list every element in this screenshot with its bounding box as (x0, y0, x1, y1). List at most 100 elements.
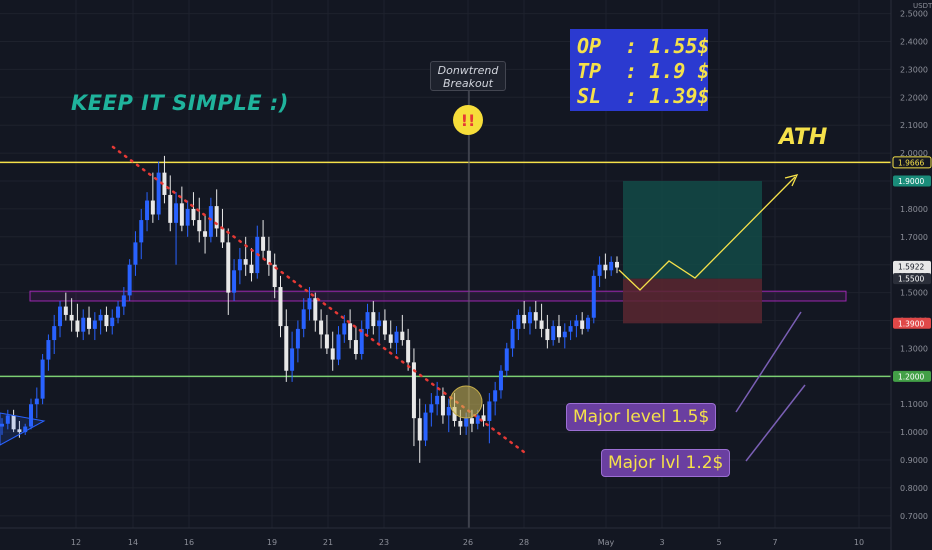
y-tick-label: 1.8000 (900, 205, 928, 214)
keep-it-simple-text: KEEP IT SIMPLE :) (71, 91, 289, 115)
breakout-line1: Donwtrend (437, 64, 499, 77)
candle-body (116, 306, 121, 318)
candle-body (75, 320, 80, 332)
candle-body (179, 203, 184, 226)
y-tick-label: 2.0000 (900, 149, 928, 158)
major-level-1-5-label: Major level 1.5$ (566, 403, 717, 431)
signal-icon (453, 105, 483, 135)
y-tick-label: 1.7000 (900, 233, 928, 242)
x-tick-label: 19 (267, 538, 277, 547)
candle-body (40, 359, 45, 399)
y-tick-label: 2.4000 (900, 37, 928, 46)
price-tag-text: 1.2000 (898, 372, 924, 381)
candle-body (493, 390, 498, 402)
candle-body (423, 412, 428, 441)
candle-body (52, 326, 57, 341)
candle-body (29, 404, 34, 427)
candle-body (81, 317, 86, 332)
candle-body (394, 331, 399, 343)
candle-body (522, 314, 527, 324)
ath-label: ATH (779, 125, 828, 150)
candle-body (168, 194, 173, 223)
candle-body (58, 306, 63, 327)
y-tick-label: 1.5000 (900, 289, 928, 298)
candle-body (533, 312, 538, 321)
price-tag (893, 273, 931, 285)
candle-body (261, 236, 266, 251)
candle-body (162, 172, 167, 195)
candle-body (150, 200, 155, 215)
candle-body (498, 370, 503, 391)
major-level-1-2-label: Major lvl 1.2$ (601, 449, 731, 477)
candle-body (527, 312, 532, 324)
y-tick-label: 2.3000 (900, 65, 928, 74)
candle-body (377, 320, 382, 327)
drawing-overlay: !! (0, 105, 806, 462)
x-tick-label: 23 (379, 538, 389, 547)
candle-body (435, 395, 440, 405)
candle-body (475, 415, 480, 424)
x-tick-label: 21 (323, 538, 333, 547)
target-zone (623, 181, 762, 279)
candle-body (580, 320, 585, 329)
candle-body (446, 407, 451, 416)
breakout-callout: Donwtrend Breakout (430, 61, 506, 91)
candle-body (388, 334, 393, 343)
candle-body (353, 340, 358, 354)
candle-body (226, 242, 231, 293)
candle-body (249, 264, 254, 274)
op-text: OP : 1.55$ (577, 34, 710, 58)
candle-body (371, 312, 376, 327)
sl-text: SL : 1.39$ (577, 84, 710, 108)
candle-body (11, 415, 16, 430)
candle-body (307, 298, 312, 310)
price-tag-text: 1.5922 (898, 262, 924, 271)
candle-body (545, 328, 550, 341)
candle-body (539, 320, 544, 329)
candle-body (313, 298, 318, 321)
candle-body (266, 250, 271, 265)
stop-zone (623, 278, 762, 324)
candle-body (220, 228, 225, 243)
price-tag-text: 1.3900 (898, 319, 924, 328)
candle-body (145, 200, 150, 221)
candle-body (284, 326, 289, 371)
chart-zones (29, 181, 847, 324)
x-tick-label: 7 (772, 538, 777, 547)
candle-body (98, 314, 103, 321)
signal-icon-text: !! (461, 111, 476, 130)
y-tick-label: 0.8000 (900, 484, 928, 493)
x-tick-label: 16 (184, 538, 194, 547)
candle-body (452, 407, 457, 421)
candle-body (440, 395, 445, 416)
candle-body (609, 261, 614, 271)
candle-body (0, 423, 4, 427)
price-tag-text: 1.5500 (898, 275, 924, 284)
candle-body (23, 426, 28, 433)
y-tick-label: 0.9000 (900, 456, 928, 465)
x-tick-label: 26 (463, 538, 473, 547)
y-tick-label: 1.3000 (900, 344, 928, 353)
y-tick-label: 1.0000 (900, 428, 928, 437)
candle-body (336, 334, 341, 360)
candle-body (562, 331, 567, 338)
x-tick-label: 10 (854, 538, 864, 547)
candle-body (319, 320, 324, 335)
candle-body (214, 206, 219, 229)
candle-body (574, 320, 579, 327)
candle-body (110, 317, 115, 327)
candle-body (63, 306, 68, 315)
candle-body (203, 231, 208, 237)
candle-body (191, 208, 196, 221)
price-tag-text: 1.9666 (898, 158, 924, 167)
candle-body (551, 326, 556, 341)
x-tick-label: 3 (659, 538, 664, 547)
price-tag (892, 156, 932, 169)
candle-body (359, 328, 364, 354)
y-tick-label: 0.7000 (900, 512, 928, 521)
level-lines (0, 90, 891, 528)
projection-arrowhead (784, 174, 799, 187)
candle-body (382, 320, 387, 335)
candle-body (411, 362, 416, 419)
